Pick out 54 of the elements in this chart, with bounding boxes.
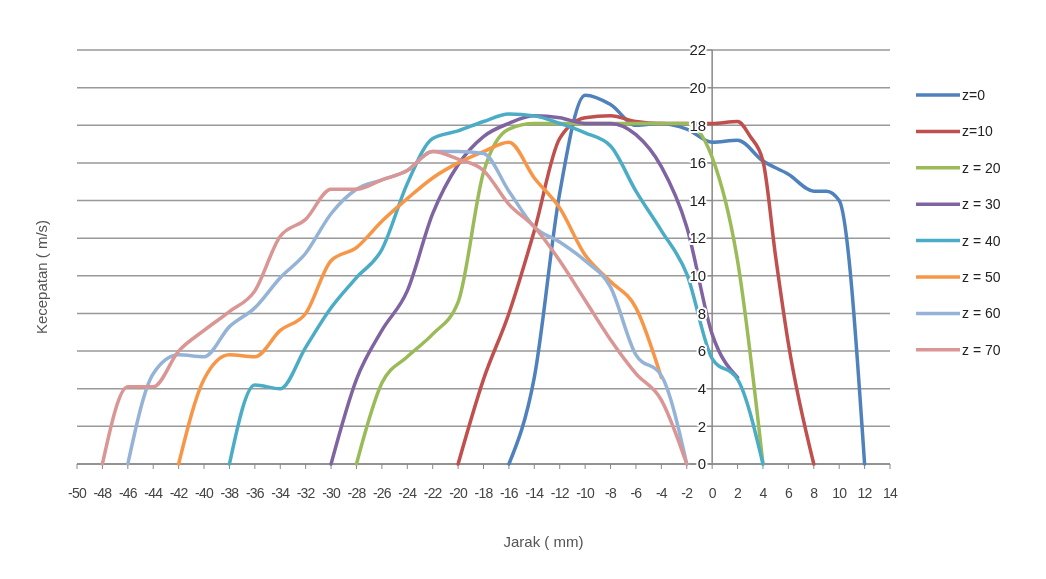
y-tick-label: 4 — [697, 379, 707, 397]
x-tick-label: 12 — [857, 485, 873, 501]
x-tick-label: -10 — [576, 485, 596, 501]
x-tick-label: 8 — [810, 485, 819, 501]
x-tick-label: -8 — [605, 485, 617, 501]
x-tick-label: -24 — [398, 485, 418, 501]
y-tick-label: 0 — [697, 455, 707, 473]
x-tick-label: 0 — [708, 485, 717, 501]
legend-label: z = 20 — [962, 159, 1001, 176]
x-tick-label: -26 — [372, 485, 392, 501]
x-tick-label: 2 — [734, 485, 743, 501]
legend-label: z = 70 — [962, 341, 1001, 358]
x-tick-label: -34 — [271, 485, 291, 501]
legend-label: z = 50 — [962, 268, 1001, 285]
x-tick-label: -48 — [93, 485, 113, 501]
x-tick-label: -4 — [655, 485, 668, 501]
x-tick-label: -12 — [550, 485, 570, 501]
y-tick-label: 12 — [689, 229, 707, 247]
x-tick-label: -46 — [118, 485, 138, 501]
x-tick-label: -44 — [144, 485, 164, 501]
x-tick-label: -36 — [245, 485, 265, 501]
x-tick-label: -18 — [474, 485, 494, 501]
legend-label: z = 60 — [962, 305, 1001, 322]
legend-label: z = 30 — [962, 196, 1001, 213]
line-series — [176, 140, 664, 466]
x-axis-title: Jarak ( mm) — [503, 533, 584, 550]
x-tick-label: -40 — [195, 485, 214, 501]
x-tick-label: -20 — [449, 485, 469, 501]
x-tick-label: -50 — [68, 485, 87, 501]
y-tick-label: 16 — [689, 154, 707, 172]
x-tick-label: -38 — [220, 485, 240, 501]
x-tick-label: -16 — [499, 485, 519, 501]
x-tick-label: -22 — [423, 485, 443, 501]
y-axis-title: Kecepatan ( m/s) — [33, 219, 50, 335]
y-tick-label: 20 — [689, 78, 707, 96]
y-tick-label: 6 — [697, 342, 707, 360]
x-tick-label: 10 — [832, 485, 848, 501]
legend-label: z = 40 — [962, 232, 1001, 249]
x-tick-label: 4 — [759, 485, 768, 501]
y-tick-label: 14 — [689, 191, 707, 209]
x-tick-label: 6 — [784, 485, 793, 501]
y-tick-label: 18 — [689, 116, 707, 134]
x-tick-label: -14 — [525, 485, 545, 501]
legend-label: z=0 — [962, 86, 986, 103]
x-tick-label: -28 — [347, 485, 367, 501]
y-tick-label: 2 — [697, 417, 707, 435]
y-tick-label: 22 — [689, 41, 707, 59]
x-tick-label: -2 — [681, 485, 694, 501]
x-tick-label: -6 — [630, 485, 643, 501]
x-tick-label: 14 — [883, 485, 898, 501]
x-tick-label: -32 — [296, 485, 316, 501]
x-tick-label: -30 — [322, 485, 341, 501]
legend-label: z=10 — [962, 123, 993, 140]
x-tick-label: -42 — [169, 485, 189, 501]
